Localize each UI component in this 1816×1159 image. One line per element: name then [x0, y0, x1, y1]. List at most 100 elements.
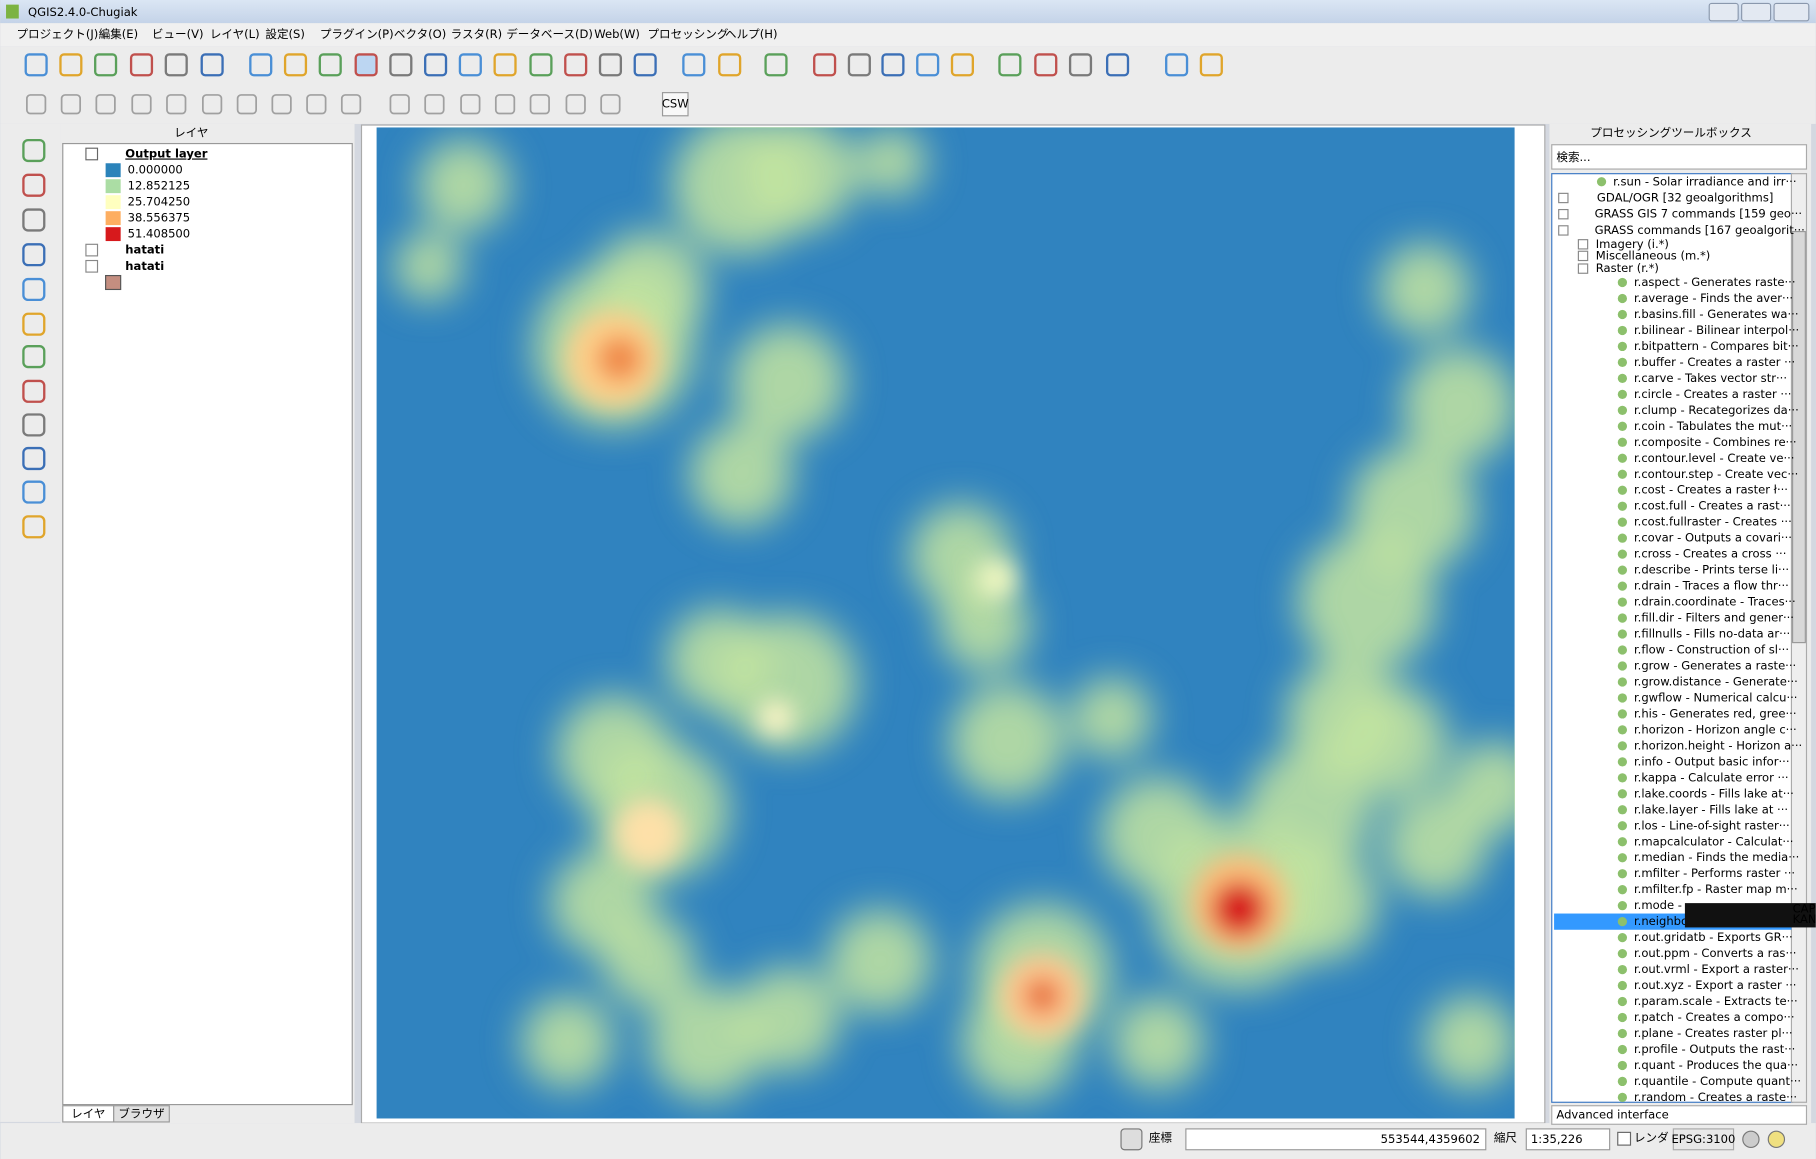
tool-button[interactable] [529, 94, 550, 115]
layer-tool[interactable] [22, 312, 46, 336]
menu-item[interactable]: レイヤ(L) [210, 27, 260, 41]
tool-button[interactable] [60, 94, 82, 115]
tree-item[interactable]: r.grow - Generates a raste··· [1634, 658, 1796, 672]
tree-item[interactable]: r.random - Creates a raste··· [1634, 1090, 1797, 1104]
layer-name[interactable]: hatati [125, 243, 164, 257]
tool-button[interactable] [682, 53, 706, 77]
menu-item[interactable]: 設定(S) [265, 27, 304, 41]
tool-button[interactable] [424, 53, 448, 77]
tree-item[interactable]: r.info - Output basic infor··· [1634, 754, 1790, 768]
layer-tool[interactable] [22, 345, 46, 369]
tree-item[interactable]: r.contour.level - Create ve··· [1634, 451, 1795, 465]
tool-button[interactable] [59, 53, 83, 77]
tree-item[interactable]: r.buffer - Creates a raster ··· [1634, 355, 1795, 369]
tool-button[interactable] [598, 53, 623, 77]
layer-tool[interactable] [22, 446, 46, 471]
layer-tool[interactable] [22, 379, 46, 403]
tool-button[interactable] [493, 53, 517, 77]
tool-button[interactable] [1199, 53, 1223, 77]
tree-item[interactable]: r.grow.distance - Generate··· [1634, 674, 1798, 688]
render-checkbox[interactable] [1617, 1131, 1632, 1146]
tree-item[interactable]: r.clump - Recategorizes da··· [1634, 403, 1799, 417]
menu-item[interactable]: プロジェクト(J) [16, 27, 98, 41]
tool-button[interactable] [26, 94, 47, 115]
tree-item[interactable]: r.cost.full - Creates a rast··· [1634, 499, 1791, 513]
tree-item[interactable]: Imagery (i.*) [1596, 237, 1669, 251]
menu-item[interactable]: ヘルプ(H) [725, 27, 777, 41]
tree-item[interactable]: r.mode - [1634, 898, 1682, 912]
scale-box[interactable] [1525, 1128, 1611, 1151]
tool-button[interactable] [916, 53, 940, 77]
tree-item[interactable]: r.param.scale - Extracts te··· [1634, 994, 1798, 1008]
tree-item[interactable]: r.basins.fill - Generates wa··· [1634, 307, 1799, 321]
advanced-box[interactable] [1551, 1105, 1808, 1125]
tool-button[interactable] [458, 53, 482, 77]
tree-item[interactable]: r.mfilter.fp - Raster map m··· [1634, 882, 1798, 896]
tree-item[interactable]: r.kappa - Calculate error ··· [1634, 770, 1789, 784]
tool-button[interactable] [633, 53, 657, 77]
tree-item[interactable]: r.composite - Combines re··· [1634, 435, 1797, 449]
tree-item[interactable]: r.out.gridatb - Exports GR··· [1634, 930, 1793, 944]
tree-item[interactable]: r.flow - Construction of sl··· [1634, 643, 1789, 657]
crs-box[interactable] [1672, 1128, 1735, 1151]
tool-button[interactable] [164, 53, 188, 77]
tree-item[interactable]: r.aspect - Generates raste··· [1634, 275, 1796, 289]
tool-button[interactable] [1034, 53, 1058, 77]
tree-item[interactable]: r.contour.step - Create vec··· [1634, 467, 1798, 481]
tree-item[interactable]: r.covar - Outputs a covari··· [1634, 531, 1792, 545]
layer-tool[interactable] [22, 413, 46, 437]
layer-tool[interactable] [22, 515, 46, 539]
tree-item[interactable]: r.gwflow - Numerical calcu··· [1634, 690, 1798, 704]
tree-item[interactable]: r.profile - Outputs the rast··· [1634, 1042, 1795, 1056]
advanced-interface[interactable]: Advanced interface [1556, 1108, 1668, 1122]
tree-item[interactable]: r.bilinear - Bilinear interpol··· [1634, 323, 1799, 337]
checkbox[interactable] [85, 147, 99, 161]
scale-value[interactable]: 1:35,226 [1531, 1132, 1583, 1146]
tab-label[interactable]: ブラウザ [118, 1106, 165, 1120]
tool-button[interactable] [1105, 53, 1130, 77]
tool-button[interactable] [389, 53, 413, 77]
tree-item[interactable]: r.drain - Traces a flow thr··· [1634, 579, 1789, 593]
tree-item[interactable]: r.bitpattern - Compares bit··· [1634, 339, 1799, 353]
tree-item[interactable]: r.quantile - Compute quant··· [1634, 1074, 1801, 1088]
tool-button[interactable] [249, 53, 273, 77]
tree-item[interactable]: GDAL/OGR [32 geoalgorithms] [1597, 190, 1773, 204]
tree-item[interactable]: r.lake.coords - Fills lake at··· [1634, 786, 1794, 800]
tree-item[interactable]: r.lake.layer - Fills lake at ··· [1634, 802, 1788, 816]
tool-button[interactable] [95, 94, 116, 115]
tree-item[interactable]: r.fill.dir - Filters and gener··· [1634, 611, 1794, 625]
tool-button[interactable] [271, 94, 292, 115]
expander[interactable] [1558, 208, 1569, 220]
tool-button[interactable] [600, 94, 621, 115]
menu-item[interactable]: ラスタ(R) [451, 27, 503, 41]
layer-tool[interactable] [22, 208, 46, 232]
tree-item[interactable]: r.median - Finds the media··· [1634, 850, 1799, 864]
tree-item[interactable]: r.neighbor [1634, 914, 1693, 928]
status-icon[interactable] [1767, 1130, 1786, 1149]
close[interactable] [1773, 2, 1810, 22]
expander[interactable] [1577, 239, 1589, 250]
tool-button[interactable] [131, 94, 152, 115]
tree-item[interactable]: r.horizon.height - Horizon a··· [1634, 738, 1802, 752]
tool-button[interactable] [564, 53, 588, 77]
tool-button[interactable] [306, 94, 327, 115]
tool-button[interactable] [881, 53, 905, 77]
layer-tool[interactable] [22, 173, 46, 197]
tool-button[interactable] [460, 94, 481, 115]
tool-button[interactable] [166, 94, 187, 115]
tool-button[interactable] [813, 53, 837, 77]
tool-button[interactable] [529, 53, 553, 77]
tree-item[interactable]: r.cost - Creates a raster ł··· [1634, 483, 1788, 497]
tree-item[interactable]: r.mfilter - Performs raster ··· [1634, 866, 1795, 880]
tree-item[interactable]: r.describe - Prints terse li··· [1634, 563, 1789, 577]
menu-item[interactable]: ビュー(V) [152, 27, 204, 41]
maximize[interactable] [1741, 2, 1772, 22]
tool-button[interactable] [998, 53, 1022, 77]
expander[interactable] [1577, 250, 1589, 262]
layer-tool[interactable] [22, 243, 46, 267]
tree-item[interactable]: r.plane - Creates raster pl··· [1634, 1026, 1793, 1040]
status-icon[interactable] [1742, 1130, 1760, 1149]
tree-item[interactable]: r.sun - Solar irradiance and irr··· [1613, 174, 1796, 188]
menu-item[interactable]: プロセッシング [647, 27, 728, 41]
tool-button[interactable] [94, 53, 118, 77]
